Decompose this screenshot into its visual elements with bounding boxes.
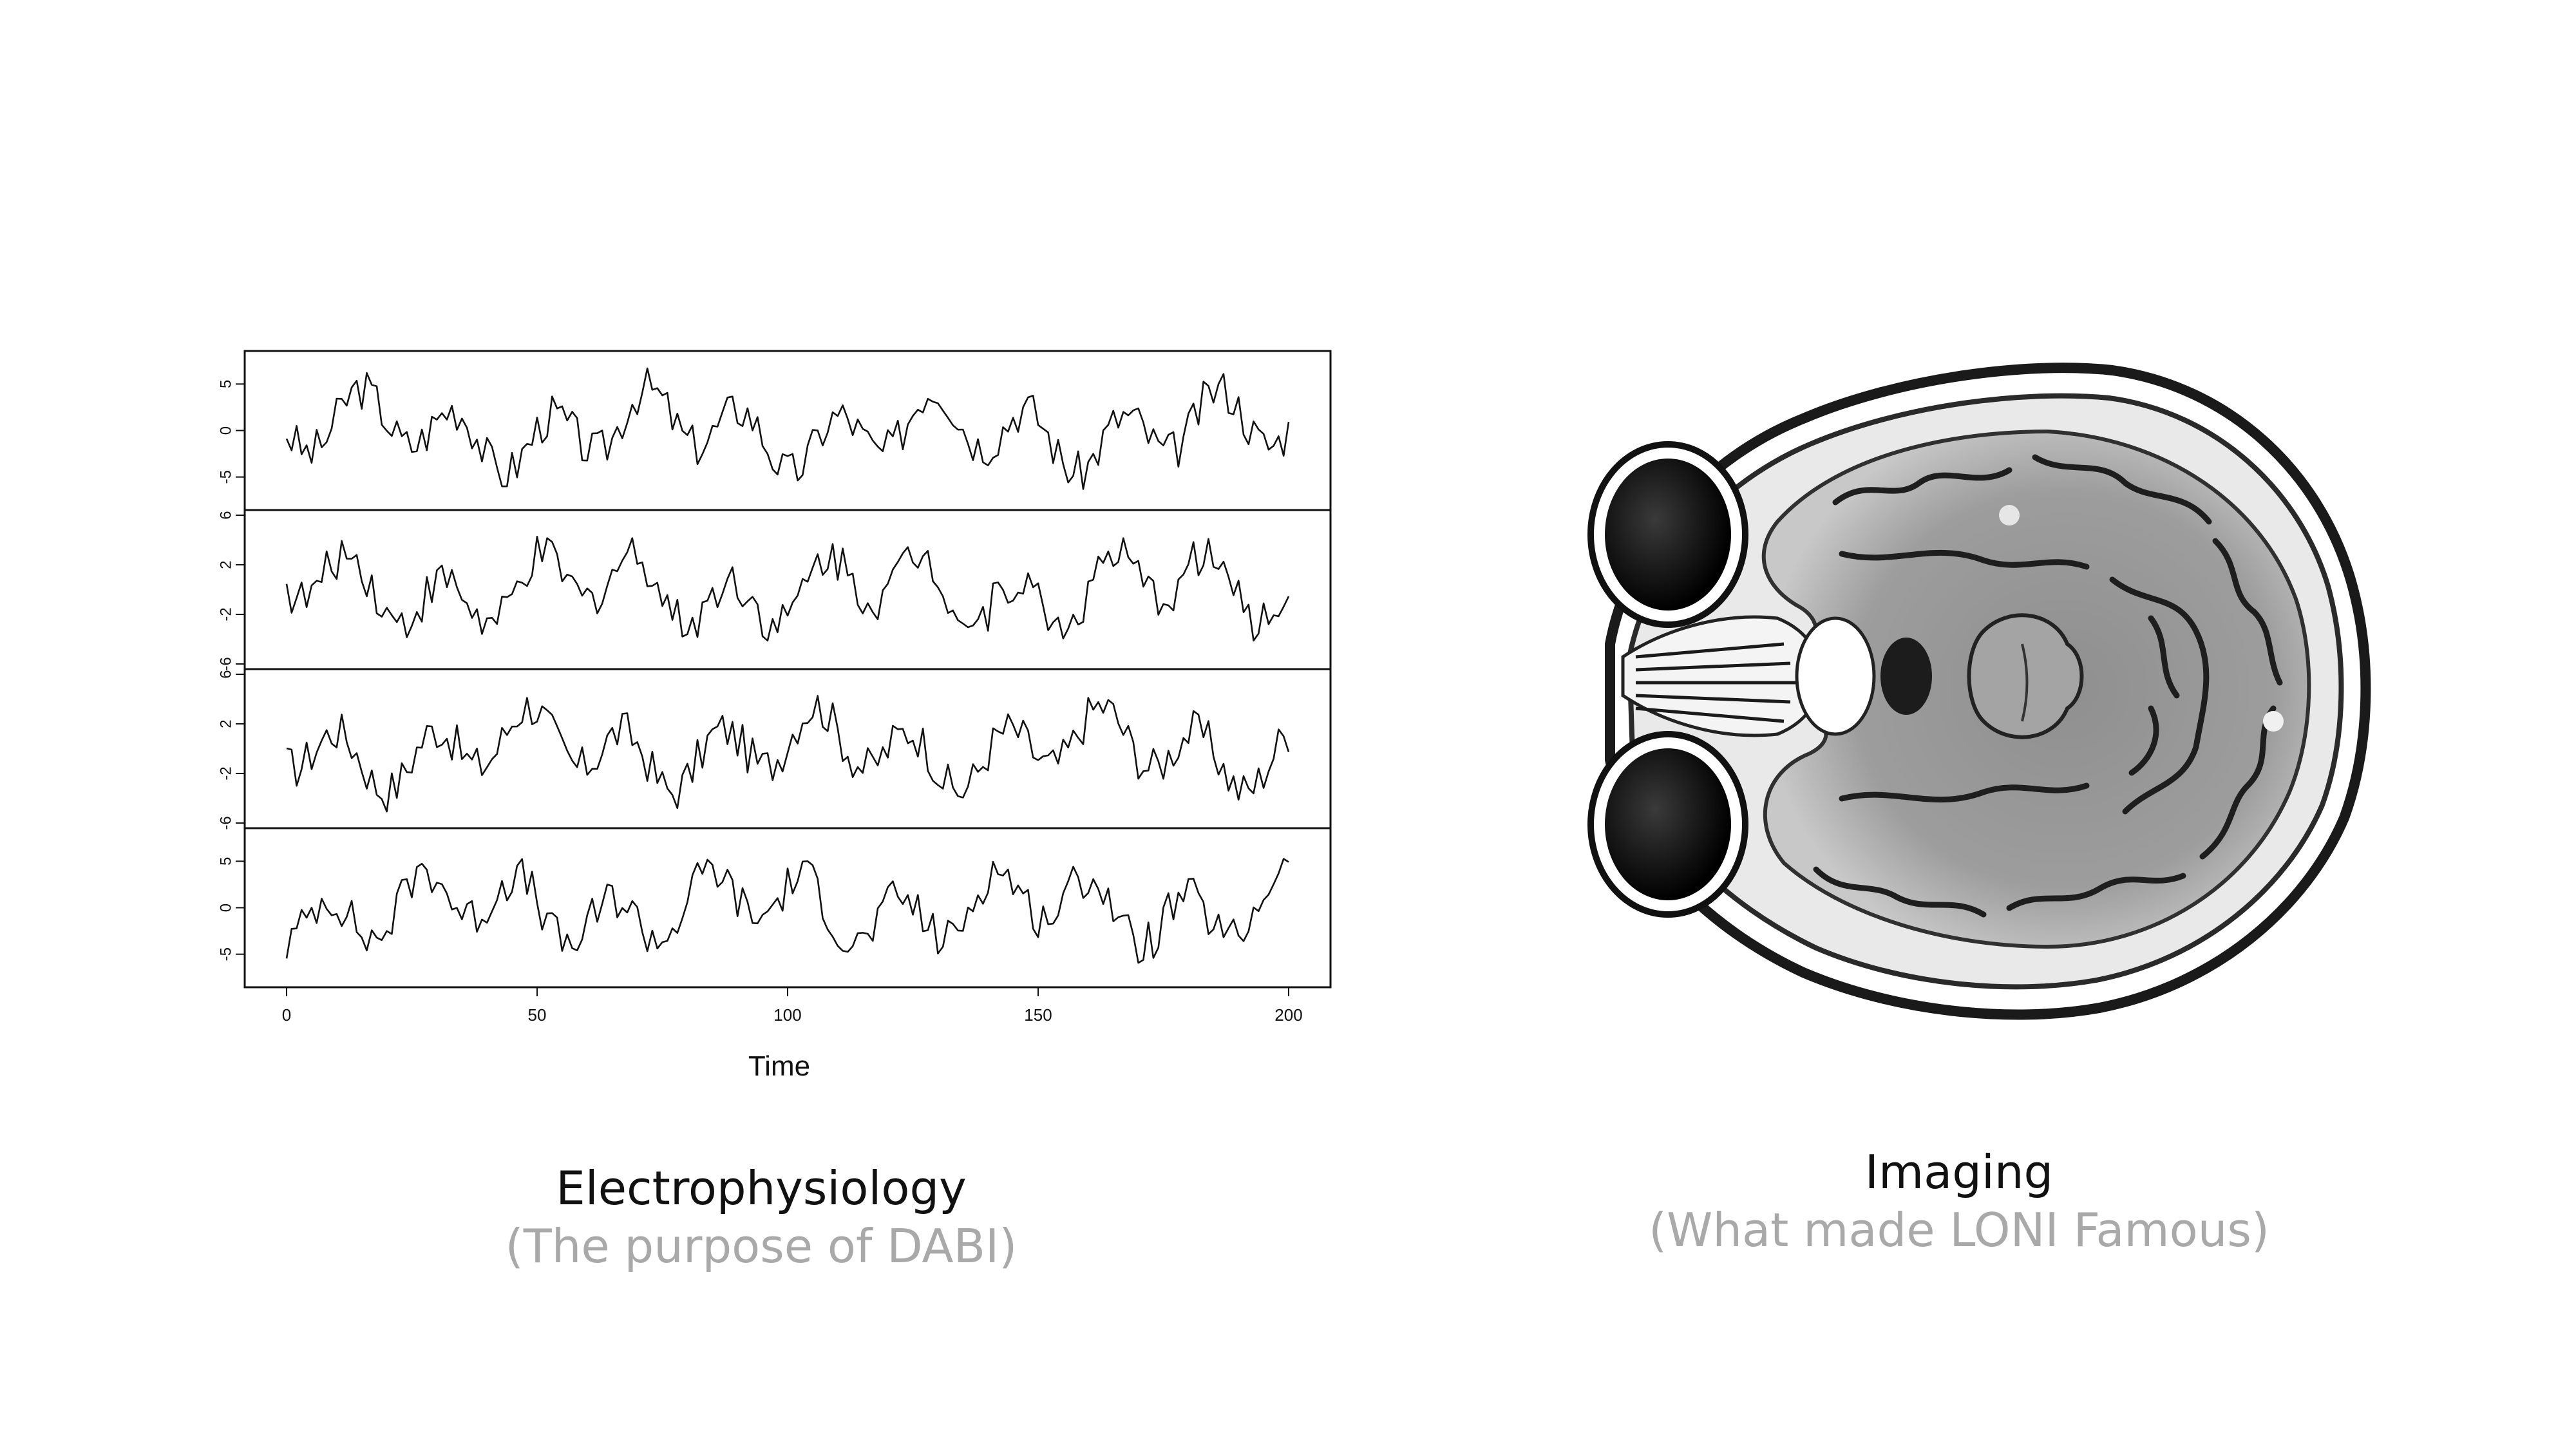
eeg-y-tick-label: -5 [217,470,234,484]
eeg-signal-trace [285,367,1290,490]
eeg-x-tick-label: 100 [773,1005,801,1025]
eye-right [1587,731,1748,918]
eeg-y-tick-label: 5 [217,857,234,866]
eeg-y-tick-label: 6 [217,511,234,519]
eeg-panel-frame [243,509,1332,670]
orbital-region [1621,615,1932,737]
eeg-y-tick-label: 0 [217,904,234,912]
eeg-channel-panel: 5 0 -5 [217,827,1332,989]
midbrain [1967,613,2084,739]
eeg-signal-trace [285,536,1290,641]
eye-left [1587,441,1748,628]
eeg-y-tick-label: 2 [217,560,234,569]
electrophysiology-title: Electrophysiology [556,1161,967,1215]
electrophysiology-caption: Electrophysiology (The purpose of DABI) [310,1159,1212,1275]
eeg-time-series-chart: 50-562-2-662-2-650-5 0 50 100 150 200 Time [217,350,1332,1082]
eeg-panel-frame [243,350,1332,511]
eeg-signal-trace [285,858,1289,964]
eeg-x-tick-label: 50 [528,1005,547,1025]
eeg-x-tick-label: 0 [282,1005,291,1025]
eeg-y-tick-label: 0 [217,426,234,435]
eeg-panel-frame [243,827,1332,989]
imaging-subtitle: (What made LONI Famous) [1649,1203,2269,1257]
vessel-highlight [2263,711,2284,732]
eeg-y-tick-label: -6 [217,816,234,829]
imaging-caption: Imaging (What made LONI Famous) [1508,1143,2410,1259]
vessel-highlight [1999,505,2020,526]
eeg-channel-panel: 6 2 -2 -6 [217,668,1332,830]
eeg-y-tick-label: -2 [217,766,234,780]
electrophysiology-subtitle: (The purpose of DABI) [505,1219,1018,1273]
eeg-y-tick-label: -2 [217,607,234,621]
eeg-channel-panel: 6 2 -2 -6 [217,509,1332,671]
eeg-x-tick-label: 150 [1024,1005,1052,1025]
eeg-x-tick-label: 200 [1274,1005,1302,1025]
eeg-y-tick-label: 2 [217,719,234,728]
eeg-y-tick-label: -6 [217,657,234,670]
eeg-channel-panel: 5 0 -5 [217,350,1332,511]
imaging-title: Imaging [1864,1145,2054,1199]
cortical-folds [1813,454,2283,918]
eeg-x-axis-label: Time [748,1050,810,1082]
eeg-panel-frame [243,668,1332,829]
eeg-y-tick-label: 6 [217,670,234,678]
mri-brain-axial-image [1587,363,2371,1020]
eeg-signal-trace [286,695,1290,813]
eeg-y-tick-label: -5 [217,947,234,961]
eeg-y-tick-label: 5 [217,380,234,388]
